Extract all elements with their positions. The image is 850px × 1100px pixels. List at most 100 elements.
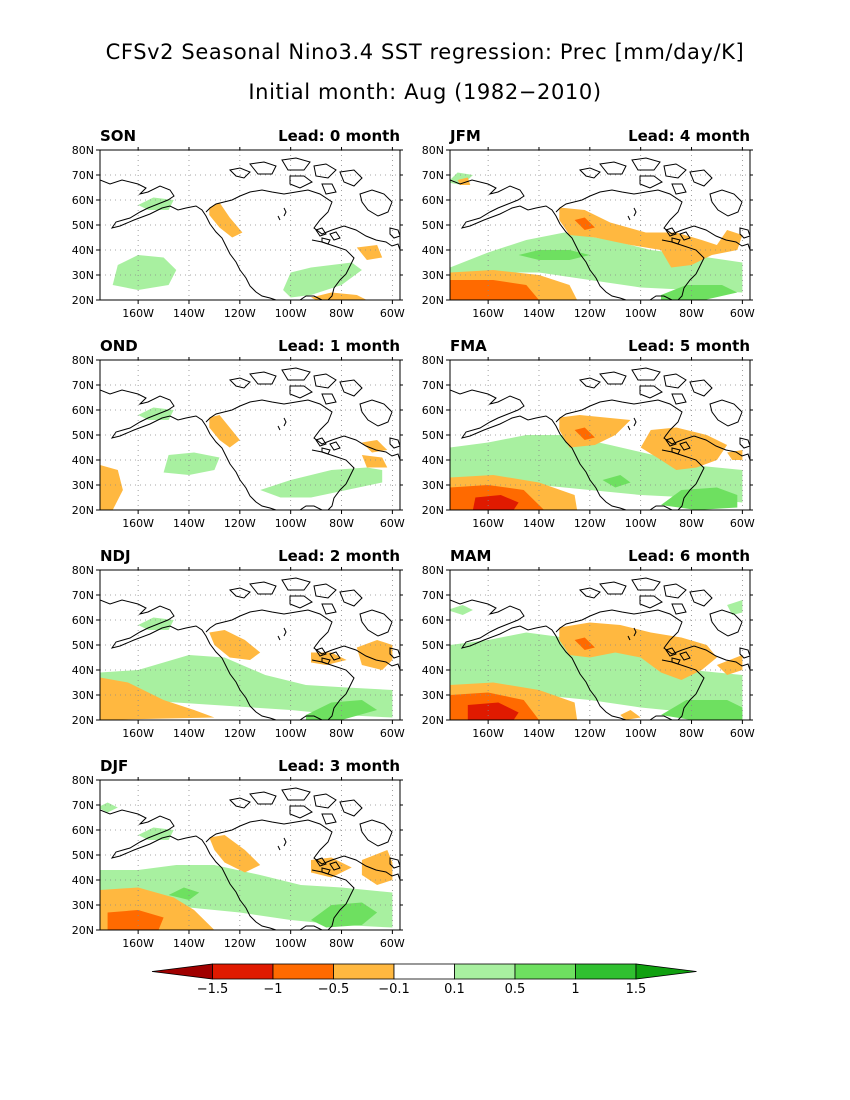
lat-tick-label: 40N (422, 454, 444, 467)
anomaly-region (100, 677, 215, 720)
lat-tick-label: 80N (72, 774, 94, 787)
panel-season: OND (100, 337, 138, 355)
colorbar-segment (393, 963, 455, 980)
lat-tick-label: 20N (72, 294, 94, 307)
anomaly-region (311, 857, 352, 878)
lon-tick-label: 80W (329, 727, 354, 740)
lon-tick-label: 140W (523, 517, 555, 530)
lon-tick-label: 100W (625, 517, 657, 530)
lon-tick-label: 100W (625, 307, 657, 320)
lon-tick-label: 80W (329, 307, 354, 320)
map-grid (450, 150, 750, 300)
lat-tick-label: 20N (422, 294, 444, 307)
panel-season: JFM (449, 127, 481, 145)
lon-tick-label: 140W (173, 517, 205, 530)
anomaly-region (661, 487, 738, 510)
lat-tick-label: 40N (422, 664, 444, 677)
lat-tick-label: 30N (72, 269, 94, 282)
lat-tick-label: 60N (422, 194, 444, 207)
lon-tick-label: 60W (380, 307, 405, 320)
map-panel-fma: 160W 140W 120W 100W 80W 60W 20N 30N 40N 50N 60N 70N… (422, 337, 755, 530)
map-panel-mam: 160W 140W 120W 100W 80W 60W 20N 30N 40N 50N 60N 70N… (422, 547, 755, 740)
lat-tick-label: 80N (72, 354, 94, 367)
lon-tick-label: 140W (173, 937, 205, 950)
lat-tick-label: 40N (72, 244, 94, 257)
panel-season: NDJ (100, 547, 131, 565)
anomaly-region (450, 605, 473, 615)
anomaly-region (602, 475, 631, 488)
anomaly-region (112, 255, 177, 290)
lat-tick-label: 20N (422, 504, 444, 517)
lon-tick-label: 160W (472, 307, 504, 320)
lat-tick-label: 50N (422, 429, 444, 442)
lat-tick-label: 40N (72, 874, 94, 887)
lat-tick-label: 40N (422, 244, 444, 257)
lat-tick-label: 30N (72, 689, 94, 702)
lat-tick-label: 70N (422, 169, 444, 182)
map-grid (100, 360, 400, 510)
map-panel-son: 160W 140W 120W 100W 80W 60W 20N 30N 40N 50N 60N 70N… (72, 127, 405, 320)
colorbar-segment (151, 963, 213, 980)
panel-lead: Lead: 5 month (628, 337, 750, 355)
anomaly-region (361, 850, 393, 885)
colorbar-segment (514, 963, 576, 980)
anomaly-region (574, 217, 595, 230)
anomaly-region (727, 600, 743, 615)
anomaly-region (311, 902, 378, 928)
anomaly-region (450, 435, 743, 503)
anomaly-region (518, 250, 590, 260)
anomaly-region (472, 495, 519, 510)
lon-tick-label: 140W (523, 307, 555, 320)
lon-tick-label: 120W (224, 517, 256, 530)
panel-lead: Lead: 3 month (278, 757, 400, 775)
lat-tick-label: 30N (72, 899, 94, 912)
lon-tick-label: 80W (679, 307, 704, 320)
lat-tick-label: 50N (422, 639, 444, 652)
map-panel-djf: 160W 140W 120W 100W 80W 60W 20N 30N 40N 50N 60N 70N… (72, 757, 405, 950)
lon-tick-label: 100W (275, 307, 307, 320)
lat-tick-label: 50N (422, 219, 444, 232)
lon-tick-label: 80W (329, 517, 354, 530)
map-grid (100, 780, 400, 930)
map-grid (100, 150, 400, 300)
lon-tick-label: 100W (275, 937, 307, 950)
lon-tick-label: 120W (574, 307, 606, 320)
colorbar-segment (575, 963, 637, 980)
lat-tick-label: 80N (422, 354, 444, 367)
map-panel-jfm: 160W 140W 120W 100W 80W 60W 20N 30N 40N 50N 60N 70N… (422, 127, 755, 320)
anomaly-region (209, 835, 261, 873)
lat-tick-label: 80N (72, 564, 94, 577)
lon-tick-label: 120W (224, 937, 256, 950)
anomaly-region (559, 207, 743, 268)
map-panel-ond: 160W 140W 120W 100W 80W 60W 20N 30N 40N 50N 60N 70N… (72, 337, 405, 530)
figure-title-line1: CFSv2 Seasonal Nino3.4 SST regression: P… (105, 40, 745, 64)
colorbar-label: −0.1 (378, 982, 410, 997)
lat-tick-label: 70N (72, 799, 94, 812)
colorbar-segment (212, 963, 274, 980)
anomaly-region (559, 622, 717, 680)
colorbar-label: −0.5 (318, 982, 350, 997)
figure-title-line2: Initial month: Aug (1982−2010) (248, 80, 602, 104)
lon-tick-label: 120W (574, 517, 606, 530)
anomaly-region (640, 427, 728, 470)
lon-tick-label: 160W (122, 727, 154, 740)
map-grid (450, 570, 750, 720)
anomaly-region (361, 440, 388, 453)
anomaly-region (716, 655, 743, 675)
lon-tick-label: 60W (380, 727, 405, 740)
panel-season: FMA (450, 337, 487, 355)
lat-tick-label: 20N (422, 714, 444, 727)
colorbar-label: 0.1 (444, 982, 465, 997)
lon-tick-label: 120W (224, 727, 256, 740)
lon-tick-label: 120W (224, 307, 256, 320)
colorbar-segment (272, 963, 334, 980)
lat-tick-label: 20N (72, 714, 94, 727)
panel-season: MAM (450, 547, 491, 565)
panel-lead: Lead: 6 month (628, 547, 750, 565)
panel-lead: Lead: 0 month (278, 127, 400, 145)
lat-tick-label: 60N (72, 194, 94, 207)
lat-tick-label: 50N (72, 849, 94, 862)
lat-tick-label: 70N (422, 379, 444, 392)
panel-season: DJF (100, 757, 128, 775)
